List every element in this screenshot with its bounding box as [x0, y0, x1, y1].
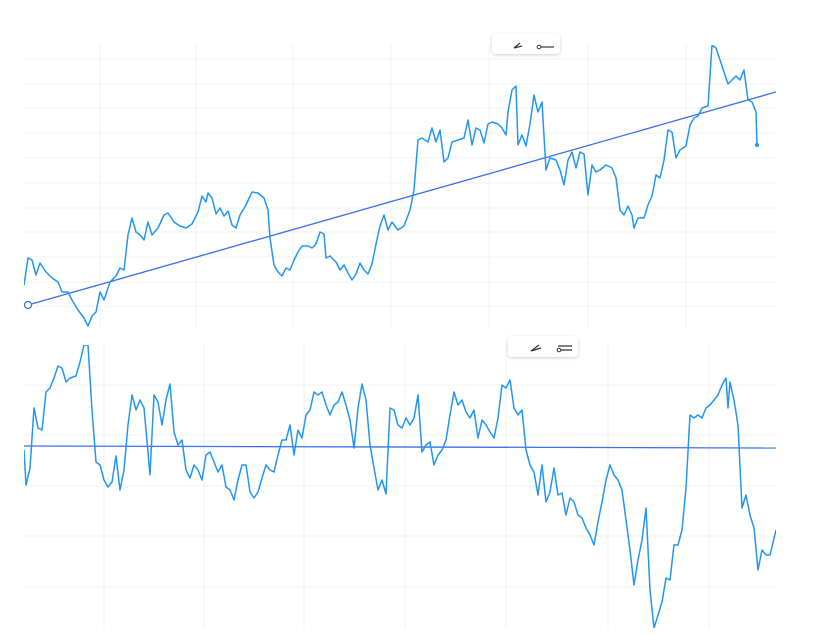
series-line — [24, 45, 758, 327]
trend-handle — [24, 300, 33, 310]
toolbar[interactable] — [492, 34, 560, 54]
toolbar-box — [492, 34, 560, 54]
toolbar-box — [508, 336, 578, 357]
line-icon-dot — [536, 44, 542, 50]
draw-icon[interactable] — [530, 344, 542, 352]
end-point — [755, 143, 759, 147]
trend-line — [27, 91, 776, 306]
toolbar[interactable] — [508, 336, 578, 357]
reference-line — [24, 445, 776, 449]
draw-icon[interactable] — [513, 42, 523, 49]
panel-bottom — [24, 345, 776, 628]
series-line — [24, 345, 776, 628]
line-icon-dot — [556, 347, 562, 353]
panel-top — [24, 45, 776, 327]
